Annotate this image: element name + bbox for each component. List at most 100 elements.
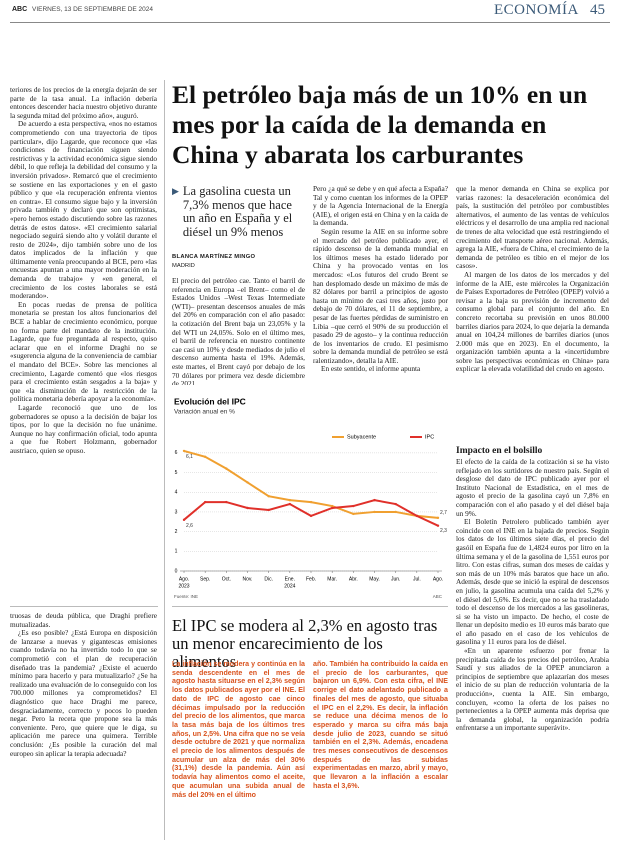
- column-c: que la menor demanda en China se explica…: [456, 185, 609, 441]
- point: [267, 508, 270, 512]
- headline-2: El IPC se modera al 2,3% en agosto tras …: [172, 616, 438, 671]
- chart: Evolución del IPC Variación anual en % F…: [174, 396, 447, 599]
- deck: ▶ La gasolina cuesta un 7,3% menos que h…: [172, 184, 304, 239]
- column-b: Pero ¿a qué se debe y en qué afecta a Es…: [313, 185, 448, 385]
- paragraph: año. También ha contribuido la caída en …: [313, 660, 448, 790]
- paragraph: que la menor demanda en China se explica…: [456, 185, 609, 271]
- paragraph: De acuerdo a esta perspectiva, «nos no e…: [10, 119, 157, 301]
- column-divider: [164, 80, 165, 840]
- y-tick-label: 2: [175, 529, 178, 535]
- paragraph: truosas de deuda pública, que Draghi pre…: [10, 612, 157, 629]
- deck-bullet: ▶: [172, 186, 179, 196]
- left-column: teriores de los precios de la energía de…: [10, 86, 157, 598]
- x-tick-label: Abr.: [349, 576, 358, 582]
- point: [436, 516, 440, 520]
- point: [330, 506, 334, 510]
- lead-b: año. También ha contribuido la caída en …: [313, 660, 448, 844]
- point: [225, 500, 228, 504]
- point: [415, 514, 419, 518]
- legend-label: Subyacente: [347, 434, 376, 440]
- paragraph: En pocas ruedas de prensa de política mo…: [10, 299, 157, 404]
- paragraph: Según resume la AIE en su informe sobre …: [313, 226, 448, 365]
- point: [309, 500, 313, 504]
- legend-label: IPC: [425, 434, 434, 440]
- divider: [172, 606, 448, 607]
- x-tick-label: Ene.: [285, 576, 295, 582]
- chart-source: Fuente: INE: [174, 594, 198, 599]
- left-column-lower: truosas de deuda pública, que Draghi pre…: [10, 612, 157, 844]
- point: [288, 502, 292, 506]
- x-tick-label: Feb.: [306, 576, 316, 582]
- subhead: Impacto en el bolsillo: [456, 446, 543, 456]
- x-tick-label: Nov.: [243, 576, 253, 582]
- lead-a: La inflación se modera y continúa en la …: [172, 660, 305, 844]
- point: [373, 498, 376, 502]
- y-tick-label: 0: [175, 568, 178, 574]
- y-tick-label: 6: [175, 450, 178, 456]
- x-tick-label: Ago.: [179, 576, 189, 582]
- x-tick-label: Ago.: [433, 576, 443, 582]
- data-label: 2,7: [440, 510, 447, 516]
- x-tick-label: Oct.: [222, 576, 231, 582]
- headline: El petróleo baja más de un 10% en un mes…: [172, 80, 588, 169]
- section: ECONOMÍA: [494, 2, 579, 18]
- point: [267, 494, 270, 498]
- y-tick-label: 3: [175, 509, 178, 515]
- paragraph: El Boletín Petrolero publicado también a…: [456, 517, 609, 647]
- divider: [10, 606, 158, 607]
- point: [330, 504, 334, 508]
- x-year-label: 2024: [284, 583, 295, 589]
- point: [288, 498, 292, 502]
- paragraph: El efecto de la caída de la cotización s…: [456, 458, 609, 518]
- location: MADRID: [172, 263, 195, 269]
- chart-subtitle: Variación anual en %: [174, 409, 235, 416]
- y-tick-label: 1: [175, 549, 178, 555]
- point: [225, 467, 228, 470]
- data-label: 2,3: [440, 528, 447, 534]
- point: [309, 514, 313, 518]
- point: [373, 510, 376, 514]
- paragraph: El precio del petróleo cae. Tanto el bar…: [172, 277, 305, 385]
- point: [352, 512, 355, 516]
- paragraph: Al margen de los datos de los mercados y…: [456, 269, 609, 374]
- column-a: El precio del petróleo cae. Tanto el bar…: [172, 277, 305, 385]
- x-tick-label: Mar.: [327, 576, 337, 582]
- paragraph: La inflación se modera y continúa en la …: [172, 660, 305, 799]
- paragraph: Lagarde reconoció que uno de los goberna…: [10, 402, 157, 455]
- data-label: 2,6: [186, 523, 193, 529]
- paragraph: «En un aparente esfuerzo por frenar la p…: [456, 646, 609, 733]
- x-tick-label: May.: [369, 576, 379, 582]
- point: [246, 481, 249, 484]
- series-line: [183, 449, 439, 519]
- point: [394, 510, 397, 514]
- paragraph: Pero ¿a qué se debe y en qué afecta a Es…: [313, 185, 448, 228]
- point: [203, 500, 207, 504]
- x-year-label: 2023: [178, 583, 189, 589]
- point: [352, 504, 355, 508]
- byline: BLANCA MARTÍNEZ MINGO: [172, 254, 256, 260]
- chart-title: Evolución del IPC: [174, 396, 246, 406]
- point: [182, 518, 186, 522]
- column-c-lower: El efecto de la caída de la cotización s…: [456, 458, 609, 844]
- chart-credit: ABC: [433, 594, 443, 599]
- paragraph: En este sentido, el informe apunta: [321, 364, 421, 374]
- paragraph: ¿Es eso posible? ¿Está Europa en disposi…: [10, 628, 157, 758]
- x-tick-label: Jun.: [391, 576, 400, 582]
- deck-text: La gasolina cuesta un 7,3% menos que hac…: [182, 184, 293, 239]
- paragraph: teriores de los precios de la energía de…: [10, 86, 157, 120]
- brand: ABC: [12, 6, 28, 13]
- page-number: 45: [590, 2, 605, 18]
- point: [246, 506, 249, 510]
- point: [436, 524, 440, 527]
- x-tick-label: Dic.: [264, 576, 273, 582]
- point: [182, 449, 186, 453]
- point: [203, 455, 207, 459]
- data-label: 6,1: [186, 454, 193, 460]
- y-tick-label: 5: [175, 470, 178, 476]
- y-tick-label: 4: [175, 490, 178, 496]
- x-tick-label: Jul.: [413, 576, 421, 582]
- header-rule: [10, 22, 610, 23]
- x-tick-label: Sep.: [200, 576, 210, 582]
- date: VIERNES, 13 DE SEPTIEMBRE DE 2024: [32, 6, 154, 13]
